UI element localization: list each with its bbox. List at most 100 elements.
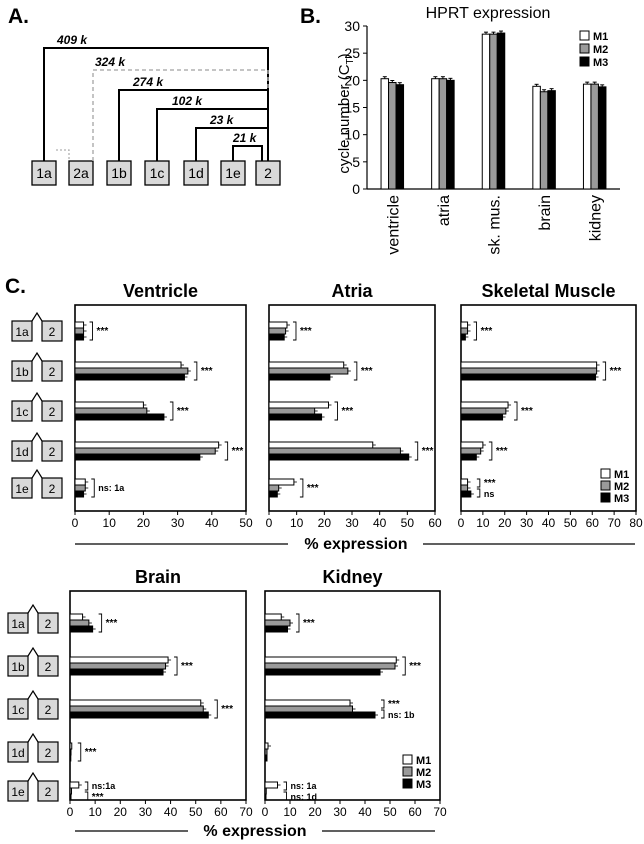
splice-junction — [27, 603, 39, 614]
significance-label: *** — [201, 366, 213, 377]
x-tick-label: 50 — [239, 516, 253, 530]
exon-box-2 — [37, 655, 59, 677]
significance-bracket — [414, 441, 419, 461]
y-tick-label: 20 — [344, 72, 360, 88]
splice-junction — [31, 468, 43, 479]
significance-bracket — [602, 361, 607, 381]
exon-label-1e: 1e — [225, 165, 241, 181]
bar-M1-1d — [264, 742, 269, 750]
x-tick-label: 40 — [205, 516, 219, 530]
legend-swatch-M1 — [402, 754, 413, 765]
bar-M1-1b — [268, 361, 345, 369]
bar-M2-brain — [539, 91, 549, 190]
x-tick-label: 30 — [333, 805, 347, 819]
x-tick-label: 70 — [239, 805, 253, 819]
chart-title: Ventricle — [123, 281, 198, 301]
bar-M3-1c — [268, 413, 323, 421]
x-tick-label: 10 — [290, 516, 304, 530]
bar-M2-1b — [74, 367, 189, 375]
chart-title: Atria — [331, 281, 373, 301]
x-tick-label: 50 — [189, 805, 203, 819]
bar-M2-1b — [268, 367, 349, 375]
x-tick-label: 30 — [139, 805, 153, 819]
significance-bracket — [98, 613, 103, 633]
exon-label-1d: 1d — [15, 445, 28, 459]
bar-M2-1e — [69, 787, 73, 795]
exon-label-1e: 1e — [15, 482, 29, 496]
y-tick-label: 25 — [344, 45, 360, 61]
exon-box-1c — [7, 698, 29, 720]
exon-box-2 — [37, 698, 59, 720]
bar-M2-atria — [438, 78, 448, 190]
bar-M3-1d — [460, 453, 477, 461]
significance-label: *** — [610, 366, 622, 377]
bar-M3-1b — [74, 373, 185, 381]
exon-label-1a: 1a — [36, 165, 52, 181]
significance-label: *** — [484, 478, 496, 489]
x-category-label: ventricle — [385, 195, 402, 255]
bar-M1-1d — [268, 441, 374, 449]
x-category-label: atria — [436, 195, 453, 226]
bar-M3-1b — [268, 373, 331, 381]
significance-label: *** — [92, 792, 104, 803]
shared-xlabel-bottom: % expression — [75, 823, 435, 840]
significance-bracket — [299, 478, 304, 498]
exon-box-1b — [7, 655, 29, 677]
significance-label: ns — [484, 489, 495, 499]
significance-bracket — [84, 791, 89, 801]
significance-bracket — [334, 401, 338, 421]
legend-label-M1: M1 — [593, 31, 608, 43]
bar-M3-1a — [264, 625, 288, 633]
significance-label: ns: 1a — [291, 781, 318, 791]
hprt-expression-chart: HPRT expression 0 5 10 15 20 25 30 cycle number… — [336, 5, 620, 255]
bar-M3-1e — [69, 793, 72, 801]
legend-label-M2: M2 — [593, 44, 608, 56]
x-tick-label: 10 — [103, 516, 117, 530]
significance-bracket — [296, 613, 300, 633]
bar-M2-1d — [74, 447, 216, 455]
exon-box-1e — [7, 780, 29, 802]
bar-M3-atria — [446, 79, 455, 190]
exon-box-2 — [255, 160, 281, 186]
bar-M1-1c — [69, 699, 202, 707]
intron-length-label: 102 k — [172, 94, 203, 108]
bar-M1-1a — [74, 321, 85, 329]
plot-frame — [264, 590, 441, 801]
significance-label: ns:1a — [92, 781, 117, 791]
x-tick-label: 40 — [164, 805, 178, 819]
exon-box-2 — [41, 477, 63, 499]
x-tick-label: 20 — [308, 805, 322, 819]
bar-M3-1d — [74, 453, 201, 461]
exon-box-1d — [7, 741, 29, 763]
x-tick-label: 30 — [520, 516, 534, 530]
x-tick-label: 50 — [564, 516, 578, 530]
bar-M2-1c — [460, 407, 507, 415]
splice-junction — [27, 646, 39, 657]
exon-box-1b — [11, 360, 33, 382]
bar-M3-1e — [268, 490, 278, 498]
legend-label-M1: M1 — [614, 469, 629, 481]
bar-M1-1e — [264, 781, 278, 789]
exon-label-1c: 1c — [150, 165, 165, 181]
exon-box-2 — [41, 320, 63, 342]
bar-M1-1c — [264, 699, 351, 707]
bar-M2-1a — [74, 327, 85, 335]
x-tick-label: 40 — [358, 805, 372, 819]
bar-M3-kidney — [597, 86, 607, 190]
x-tick-label: 40 — [373, 516, 387, 530]
exon-box-1a — [7, 612, 29, 634]
x-tick-label: 10 — [88, 805, 102, 819]
significance-label: ns: 1b — [388, 710, 415, 720]
x-tick-label: 50 — [383, 805, 397, 819]
xlabel-percent-expression: % expression — [203, 823, 306, 840]
intron-line-1d — [195, 127, 269, 161]
x-tick-label: 60 — [428, 516, 442, 530]
bar-M1-kidney — [582, 83, 592, 190]
intron-length-label: 409 k — [56, 33, 88, 47]
chart-title: Brain — [135, 567, 181, 587]
chart-skeletal-muscle: Skeletal Muscle 0 10 20 30 40 50 60 70 80 *** *** **… — [458, 281, 643, 530]
bar-M2-ventricle — [388, 82, 397, 190]
x-tick-label: 0 — [72, 516, 79, 530]
exon-label-1c: 1c — [16, 405, 29, 419]
